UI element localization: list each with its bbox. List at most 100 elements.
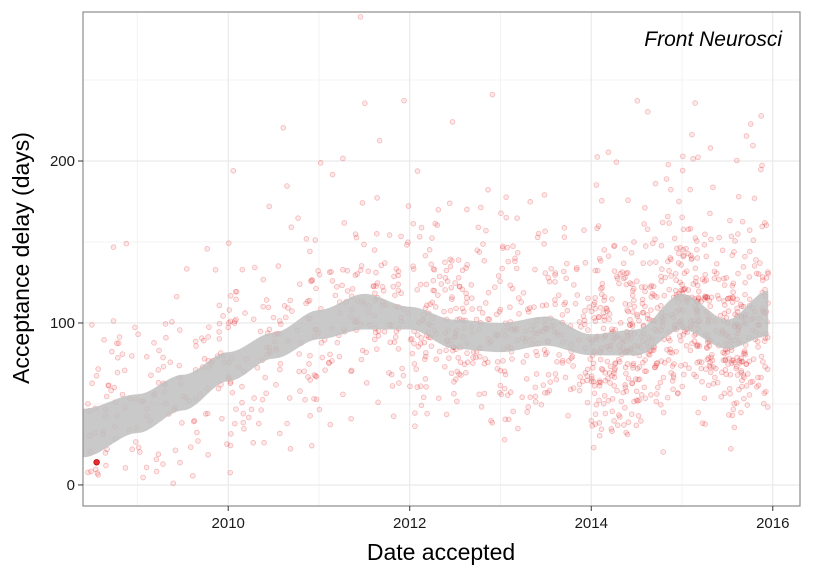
data-point bbox=[721, 282, 728, 288]
data-point bbox=[103, 462, 109, 469]
data-point bbox=[728, 233, 735, 240]
data-point bbox=[565, 358, 572, 364]
data-point bbox=[576, 387, 583, 394]
data-point bbox=[559, 360, 566, 366]
data-point bbox=[716, 234, 722, 241]
data-point bbox=[432, 304, 439, 310]
data-point bbox=[233, 406, 239, 412]
data-point bbox=[418, 335, 424, 341]
y-axis: 0 100 200 bbox=[50, 153, 83, 494]
data-point bbox=[705, 382, 712, 389]
data-point bbox=[585, 327, 591, 333]
data-point bbox=[729, 412, 736, 419]
data-point bbox=[686, 365, 692, 372]
data-point bbox=[604, 308, 610, 314]
data-point bbox=[730, 280, 737, 287]
data-point bbox=[731, 359, 738, 366]
data-point bbox=[574, 292, 581, 298]
data-point bbox=[263, 297, 270, 303]
data-point bbox=[644, 226, 651, 233]
data-point bbox=[443, 267, 450, 274]
data-point bbox=[514, 215, 520, 221]
data-point bbox=[215, 385, 222, 392]
data-point bbox=[554, 358, 560, 365]
data-point bbox=[390, 283, 396, 290]
data-point bbox=[761, 338, 768, 344]
data-point bbox=[455, 274, 462, 281]
data-point bbox=[702, 421, 708, 427]
data-point bbox=[429, 299, 436, 306]
data-point bbox=[601, 313, 608, 320]
data-point bbox=[713, 260, 720, 267]
data-point bbox=[500, 245, 506, 251]
data-point bbox=[717, 312, 724, 319]
data-point bbox=[605, 149, 612, 156]
data-point bbox=[680, 253, 686, 260]
data-point bbox=[650, 347, 657, 354]
data-point bbox=[352, 272, 359, 279]
data-point bbox=[119, 391, 126, 398]
data-point bbox=[621, 422, 627, 428]
data-point bbox=[374, 280, 381, 286]
data-point bbox=[391, 339, 398, 345]
data-point bbox=[669, 378, 676, 384]
data-point bbox=[703, 253, 710, 260]
data-point bbox=[193, 343, 199, 349]
data-point bbox=[481, 390, 488, 397]
data-point bbox=[449, 258, 455, 264]
data-point bbox=[89, 322, 95, 328]
data-point bbox=[706, 343, 713, 349]
data-point bbox=[593, 401, 600, 408]
data-point bbox=[535, 230, 542, 237]
data-point bbox=[594, 154, 601, 160]
data-point bbox=[280, 124, 287, 131]
data-point bbox=[658, 358, 665, 364]
data-point bbox=[665, 335, 672, 341]
data-point bbox=[632, 376, 639, 382]
data-point bbox=[689, 340, 695, 347]
data-point bbox=[261, 440, 267, 446]
data-point bbox=[424, 410, 430, 417]
data-point bbox=[647, 260, 653, 266]
data-point bbox=[680, 153, 686, 160]
data-point bbox=[524, 306, 531, 313]
data-point bbox=[277, 321, 284, 327]
data-point bbox=[714, 292, 721, 299]
data-point bbox=[588, 308, 595, 315]
data-point bbox=[675, 250, 682, 257]
data-point bbox=[349, 286, 356, 292]
data-point bbox=[416, 233, 423, 240]
data-point bbox=[688, 252, 694, 259]
data-point bbox=[683, 245, 689, 252]
data-point bbox=[730, 295, 736, 302]
data-point bbox=[620, 260, 627, 267]
data-point bbox=[561, 268, 567, 275]
data-point bbox=[709, 351, 715, 358]
data-point bbox=[548, 265, 555, 272]
data-point bbox=[611, 383, 618, 389]
data-point bbox=[447, 263, 454, 270]
data-point bbox=[541, 347, 548, 353]
data-point bbox=[296, 281, 303, 287]
data-point bbox=[344, 288, 351, 294]
data-point bbox=[422, 376, 429, 382]
data-point bbox=[616, 358, 623, 365]
data-point bbox=[463, 369, 469, 376]
data-point bbox=[617, 414, 623, 420]
data-point bbox=[561, 225, 568, 231]
data-point bbox=[173, 293, 180, 300]
data-point bbox=[695, 341, 701, 348]
data-point bbox=[501, 385, 508, 392]
data-point bbox=[151, 340, 157, 346]
data-point bbox=[85, 400, 91, 407]
data-point bbox=[313, 396, 320, 403]
data-point bbox=[169, 319, 175, 325]
data-point bbox=[634, 365, 641, 372]
data-point bbox=[532, 399, 539, 405]
data-point bbox=[722, 357, 729, 364]
data-point bbox=[129, 446, 135, 453]
data-point bbox=[430, 277, 437, 284]
data-point bbox=[727, 390, 733, 397]
data-point bbox=[265, 304, 272, 311]
data-point bbox=[449, 294, 455, 300]
